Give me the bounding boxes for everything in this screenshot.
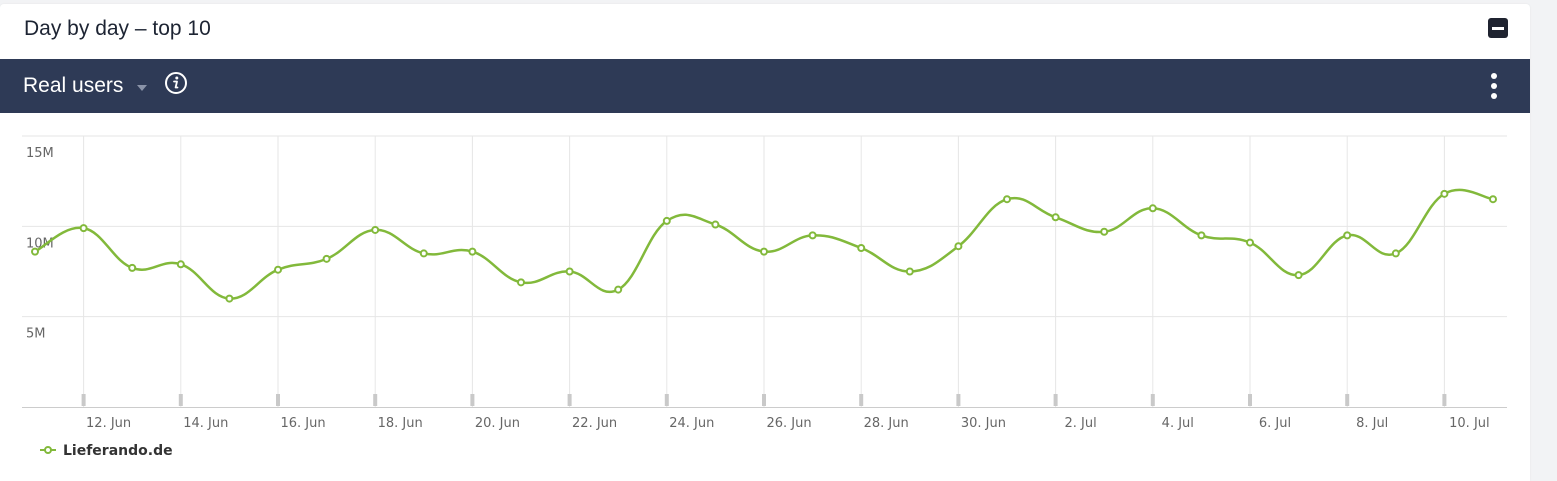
x-tick-mark [276, 394, 280, 406]
x-tick-label: 28. Jun [864, 416, 909, 431]
data-point [1148, 204, 1157, 213]
x-tick-label: 26. Jun [766, 416, 811, 431]
collapse-icon[interactable] [1488, 18, 1508, 38]
data-point [176, 260, 185, 269]
x-tick-mark [859, 394, 864, 406]
x-tick-mark [373, 394, 378, 406]
x-tick-mark [1345, 394, 1350, 406]
legend-marker-icon [44, 446, 52, 454]
x-tick-label: 16. Jun [280, 416, 325, 431]
x-tick-mark [470, 394, 475, 406]
x-tick-label: 12. Jun [86, 416, 131, 431]
metric-dropdown[interactable]: Real users [23, 72, 148, 100]
data-point [1100, 227, 1109, 236]
x-tick-mark [1442, 394, 1447, 406]
data-point [1489, 195, 1497, 204]
x-tick-mark [1248, 394, 1252, 406]
x-tick-label: 20. Jun [475, 416, 520, 431]
widget-header: Day by day – top 10 [0, 4, 1530, 59]
data-point [322, 254, 331, 263]
x-tick-mark [762, 394, 766, 406]
x-tick-label: 24. Jun [669, 416, 714, 431]
data-point [79, 224, 88, 233]
data-point [31, 247, 39, 256]
x-tick-label: 30. Jun [961, 416, 1006, 431]
data-point [760, 247, 768, 256]
data-point [274, 265, 282, 274]
data-point [128, 263, 137, 272]
x-tick-mark [567, 394, 572, 406]
widget-toolbar: Real users [0, 59, 1530, 113]
x-tick-label: 22. Jun [572, 416, 617, 431]
data-point [565, 267, 574, 276]
data-point [1246, 238, 1254, 247]
x-tick-mark [178, 394, 183, 406]
x-tick-label: 14. Jun [183, 416, 228, 431]
data-point [371, 225, 380, 234]
data-point [1197, 231, 1206, 240]
caret-down-icon [137, 84, 148, 91]
x-tick-label: 10. Jul [1449, 416, 1490, 431]
data-point [1051, 213, 1060, 222]
x-tick-mark [664, 394, 669, 406]
data-point [954, 242, 963, 251]
data-point [905, 267, 914, 276]
x-tick-mark [956, 394, 961, 406]
data-point [468, 247, 477, 256]
data-point [1003, 195, 1011, 204]
x-tick-label: 18. Jun [378, 416, 423, 431]
x-tick-label: 8. Jul [1356, 416, 1388, 431]
data-point [1294, 271, 1303, 280]
data-point [614, 285, 623, 294]
data-point [1343, 231, 1352, 240]
y-tick-label: 15M [26, 146, 54, 161]
y-tick-label: 5M [26, 327, 46, 342]
x-tick-label: 2. Jul [1064, 416, 1096, 431]
data-point [857, 244, 866, 253]
data-point [1440, 189, 1449, 198]
data-point [1391, 249, 1400, 258]
widget-title: Day by day – top 10 [24, 17, 211, 40]
x-tick-label: 6. Jul [1259, 416, 1291, 431]
x-tick-mark [1150, 394, 1155, 406]
more-options-icon[interactable] [1486, 73, 1502, 99]
legend-label: Lieferando.de [63, 443, 173, 459]
info-icon[interactable] [164, 71, 188, 95]
data-point [808, 231, 817, 240]
x-tick-label: 4. Jul [1162, 416, 1194, 431]
data-point [662, 216, 671, 225]
data-point [517, 278, 525, 287]
data-point [225, 294, 234, 303]
y-tick-label: 10M [26, 236, 54, 251]
x-tick-mark [81, 394, 86, 406]
x-tick-mark [1053, 394, 1058, 406]
data-point [711, 220, 720, 229]
data-point [419, 249, 428, 258]
metric-label: Real users [23, 74, 124, 97]
